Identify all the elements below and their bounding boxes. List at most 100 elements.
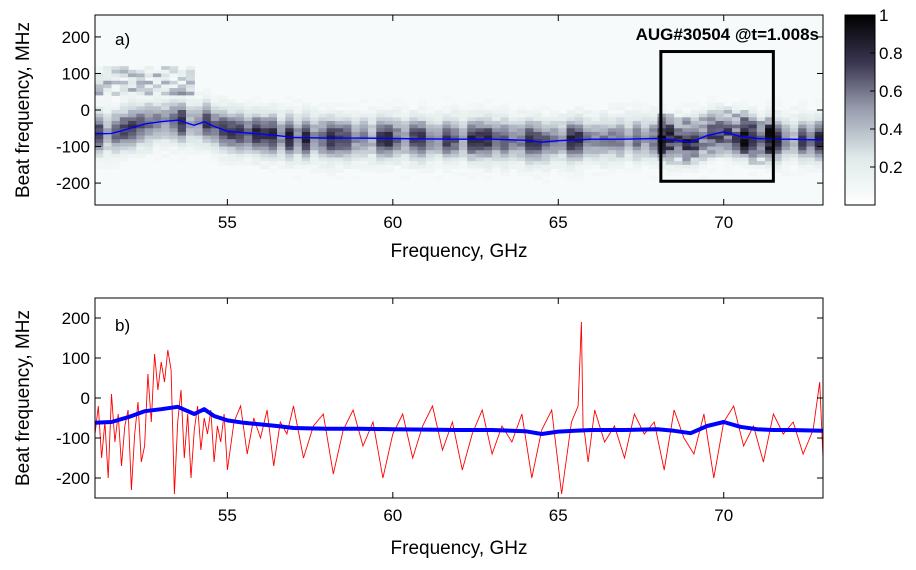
heatmap-cell	[798, 106, 808, 111]
heatmap-cell	[152, 80, 162, 86]
heatmap-cell	[392, 150, 402, 155]
heatmap-cell	[243, 153, 253, 159]
heatmap-cell	[616, 146, 626, 151]
heatmap-cell	[285, 124, 295, 129]
heatmap-cell	[392, 142, 402, 148]
heatmap-cell	[392, 146, 402, 151]
heatmap-cell	[293, 113, 303, 118]
heatmap-cell	[277, 128, 286, 133]
heatmap-cell	[95, 113, 104, 118]
heatmap-cell	[566, 150, 576, 155]
heatmap-cell	[268, 106, 278, 111]
heatmap-cell	[368, 142, 377, 148]
heatmap-cell	[152, 99, 162, 104]
heatmap-cell	[566, 113, 576, 118]
heatmap-cell	[607, 161, 617, 166]
heatmap-cell	[392, 110, 402, 115]
heatmap-cell	[748, 164, 758, 170]
heatmap-cell	[715, 117, 725, 122]
heatmap-cell	[707, 135, 717, 140]
heatmap-cell	[723, 113, 733, 118]
heatmap-cell	[690, 110, 700, 115]
heatmap-cell	[111, 69, 121, 75]
heatmap-cell	[434, 110, 444, 115]
heatmap-cell	[177, 153, 187, 159]
colorbar-gradient	[844, 14, 876, 206]
heatmap-cell	[682, 124, 692, 129]
heatmap-cell	[95, 128, 104, 133]
heatmap-cell	[574, 164, 584, 170]
heatmap-cell	[516, 150, 526, 155]
heatmap-cell	[525, 150, 535, 155]
heatmap-cell	[450, 150, 460, 155]
heatmap-cell	[152, 139, 162, 144]
heatmap-cell	[632, 117, 642, 122]
heatmap-cell	[343, 117, 353, 122]
heatmap-cell	[277, 153, 286, 159]
heatmap-cell	[186, 91, 195, 96]
heatmap-cell	[740, 124, 750, 129]
heatmap-cell	[152, 120, 162, 126]
heatmap-cell	[616, 128, 626, 133]
heatmap-cell	[607, 150, 617, 155]
heatmap-cell	[789, 131, 799, 137]
heatmap-cell	[773, 139, 783, 144]
heatmap-cell	[773, 95, 783, 100]
heatmap-cell	[632, 146, 642, 151]
heatmap-cell	[243, 124, 253, 129]
heatmap-cell	[417, 113, 427, 118]
heatmap-cell	[583, 120, 592, 126]
heatmap-cell	[95, 124, 104, 129]
heatmap-cell	[111, 131, 121, 137]
heatmap-cell	[798, 117, 808, 122]
heatmap-cell	[103, 106, 113, 111]
heatmap-cell	[219, 124, 228, 129]
heatmap-cell	[492, 131, 501, 137]
heatmap-cell	[583, 117, 592, 122]
heatmap-cell	[103, 110, 113, 115]
heatmap-cell	[243, 142, 253, 148]
heatmap-cell	[152, 124, 162, 129]
heatmap-cell	[169, 124, 179, 129]
heatmap-cell	[368, 153, 377, 159]
heatmap-cell	[732, 139, 741, 144]
heatmap-cell	[798, 150, 808, 155]
heatmap-cell	[516, 161, 526, 166]
heatmap-cell	[624, 124, 634, 129]
heatmap-cell	[111, 153, 121, 159]
heatmap-cell	[202, 124, 212, 129]
heatmap-cell	[541, 135, 551, 140]
heatmap-cell	[152, 88, 162, 93]
heatmap-cell	[434, 175, 444, 181]
heatmap-cell	[624, 117, 634, 122]
heatmap-cell	[235, 102, 245, 107]
heatmap-cell	[334, 157, 344, 162]
heatmap-cell	[161, 102, 171, 107]
heatmap-cell	[508, 113, 518, 118]
heatmap-cell	[781, 168, 791, 173]
heatmap-cell	[235, 157, 245, 162]
panel-a-x-axis-label: Frequency, GHz	[391, 241, 528, 262]
heatmap-cell	[616, 161, 626, 166]
heatmap-cell	[392, 117, 402, 122]
heatmap-cell	[765, 146, 774, 151]
heatmap-cell	[161, 77, 171, 82]
heatmap-cell	[591, 120, 601, 126]
heatmap-cell	[425, 131, 435, 137]
heatmap-cell	[219, 157, 228, 162]
heatmap-cell	[632, 106, 642, 111]
heatmap-cell	[748, 124, 758, 129]
heatmap-cell	[285, 110, 295, 115]
heatmap-cell	[707, 139, 717, 144]
heatmap-cell	[376, 142, 386, 148]
heatmap-cell	[144, 84, 154, 89]
heatmap-cell	[161, 117, 171, 122]
heatmap-cell	[343, 113, 353, 118]
heatmap-cell	[326, 164, 336, 170]
heatmap-cell	[475, 139, 485, 144]
heatmap-cell	[359, 164, 369, 170]
heatmap-cell	[616, 150, 626, 155]
heatmap-cell	[409, 131, 419, 137]
heatmap-cell	[119, 131, 129, 137]
heatmap-cell	[401, 128, 410, 133]
